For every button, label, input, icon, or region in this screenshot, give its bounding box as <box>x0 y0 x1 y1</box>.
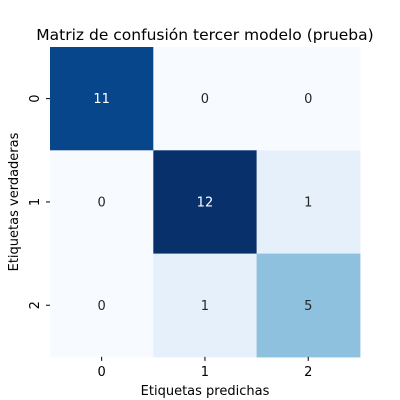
y-axis-label: Etiquetas verdaderas <box>7 132 22 271</box>
cell-value-label: 11 <box>93 92 110 107</box>
heatmap-cell <box>153 47 258 151</box>
y-axis-ticks: 0 1 2 <box>28 95 50 309</box>
x-axis-ticks: 0 1 2 <box>98 356 312 380</box>
y-tick-label: 1 <box>28 198 43 206</box>
heatmap-cells: 11 0 0 0 12 1 0 1 5 <box>50 47 361 358</box>
y-tick-label: 2 <box>28 301 43 309</box>
cell-value-label: 12 <box>197 195 214 210</box>
x-tick-label: 0 <box>98 365 106 380</box>
cell-value-label: 0 <box>98 195 106 210</box>
x-tick-label: 1 <box>201 365 209 380</box>
heatmap-cell <box>256 150 361 255</box>
heatmap-cell <box>50 150 154 255</box>
heatmap-cell <box>256 253 361 358</box>
x-axis-label: Etiquetas predichas <box>141 384 270 399</box>
cell-value-label: 0 <box>304 92 312 107</box>
x-tick-label: 2 <box>304 365 312 380</box>
cell-value-label: 1 <box>304 195 312 210</box>
heatmap-cell <box>50 47 154 151</box>
cell-value-label: 0 <box>201 92 209 107</box>
heatmap-cell <box>256 47 361 151</box>
heatmap-cell <box>50 253 154 358</box>
chart-title: Matriz de confusión tercer modelo (prueb… <box>36 26 373 44</box>
heatmap-cell <box>153 150 258 255</box>
y-tick-label: 0 <box>28 95 43 103</box>
cell-value-label: 1 <box>201 299 209 314</box>
heatmap-cell <box>153 253 258 358</box>
cell-value-label: 0 <box>98 299 106 314</box>
cell-value-label: 5 <box>304 299 312 314</box>
